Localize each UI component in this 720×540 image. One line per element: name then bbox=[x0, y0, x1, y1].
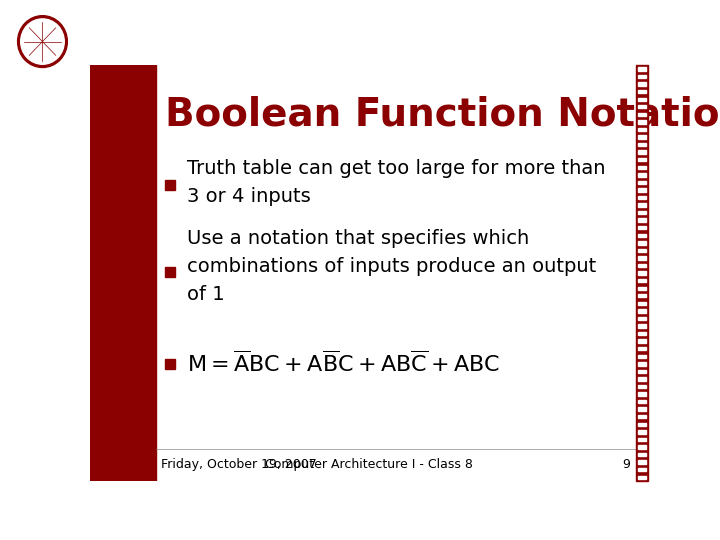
Bar bbox=[638, 370, 646, 373]
Bar bbox=[638, 241, 646, 245]
Bar bbox=[638, 105, 646, 109]
Bar bbox=[638, 408, 646, 411]
Circle shape bbox=[15, 13, 70, 70]
Bar bbox=[638, 188, 646, 192]
Text: Use a notation that specifies which
combinations of inputs produce an output
of : Use a notation that specifies which comb… bbox=[186, 229, 595, 304]
Bar bbox=[638, 287, 646, 290]
Bar bbox=[638, 249, 646, 252]
Bar bbox=[638, 423, 646, 426]
Text: Informationsteknologi: Informationsteknologi bbox=[36, 197, 49, 343]
Circle shape bbox=[21, 19, 64, 64]
Bar bbox=[638, 309, 646, 313]
Bar bbox=[638, 158, 646, 161]
Bar bbox=[166, 267, 176, 277]
Bar bbox=[638, 256, 646, 260]
Bar bbox=[638, 196, 646, 199]
Bar bbox=[638, 120, 646, 124]
Bar bbox=[638, 181, 646, 184]
Text: Boolean Function Notation: Boolean Function Notation bbox=[166, 96, 720, 134]
Bar bbox=[638, 90, 646, 93]
Bar bbox=[638, 113, 646, 116]
Bar bbox=[638, 362, 646, 366]
Text: 9: 9 bbox=[622, 458, 630, 471]
Bar bbox=[638, 68, 646, 71]
Bar bbox=[166, 359, 176, 369]
Bar bbox=[638, 415, 646, 418]
Bar bbox=[638, 294, 646, 298]
Text: Computer Architecture I - Class 8: Computer Architecture I - Class 8 bbox=[265, 458, 473, 471]
Bar bbox=[638, 400, 646, 403]
Bar bbox=[638, 468, 646, 471]
Bar bbox=[638, 317, 646, 320]
Bar bbox=[638, 340, 646, 343]
Bar bbox=[638, 377, 646, 381]
Circle shape bbox=[17, 16, 68, 68]
Bar bbox=[638, 173, 646, 177]
Bar bbox=[638, 234, 646, 237]
Bar bbox=[636, 65, 648, 481]
Bar bbox=[638, 75, 646, 78]
Bar bbox=[638, 143, 646, 146]
Bar bbox=[638, 347, 646, 350]
Bar bbox=[638, 279, 646, 282]
Bar bbox=[638, 438, 646, 441]
Bar bbox=[638, 204, 646, 207]
Bar bbox=[638, 430, 646, 434]
Bar bbox=[638, 151, 646, 154]
Bar bbox=[638, 393, 646, 396]
Bar bbox=[638, 446, 646, 449]
Text: Truth table can get too large for more than
3 or 4 inputs: Truth table can get too large for more t… bbox=[186, 159, 605, 206]
Bar bbox=[638, 166, 646, 169]
Bar bbox=[638, 272, 646, 275]
Bar bbox=[638, 136, 646, 139]
Bar bbox=[638, 128, 646, 131]
Bar bbox=[638, 325, 646, 328]
Bar bbox=[90, 65, 156, 481]
Text: UPPSALA
UNIVERSITET: UPPSALA UNIVERSITET bbox=[19, 72, 66, 83]
Bar bbox=[638, 453, 646, 456]
Bar bbox=[638, 461, 646, 464]
Bar bbox=[638, 226, 646, 230]
Bar bbox=[638, 211, 646, 214]
Bar bbox=[638, 385, 646, 388]
Bar bbox=[638, 98, 646, 101]
Bar bbox=[638, 476, 646, 479]
Bar bbox=[638, 355, 646, 358]
Bar bbox=[166, 180, 176, 190]
Bar bbox=[638, 302, 646, 305]
Text: $\mathsf{M = \overline{A}BC + A\overline{B}C + AB\overline{C} + ABC}$: $\mathsf{M = \overline{A}BC + A\overline… bbox=[186, 350, 500, 376]
Bar bbox=[638, 83, 646, 86]
Bar bbox=[638, 332, 646, 335]
Text: Friday, October 19, 2007: Friday, October 19, 2007 bbox=[161, 458, 318, 471]
Bar bbox=[638, 264, 646, 267]
Bar bbox=[638, 219, 646, 222]
